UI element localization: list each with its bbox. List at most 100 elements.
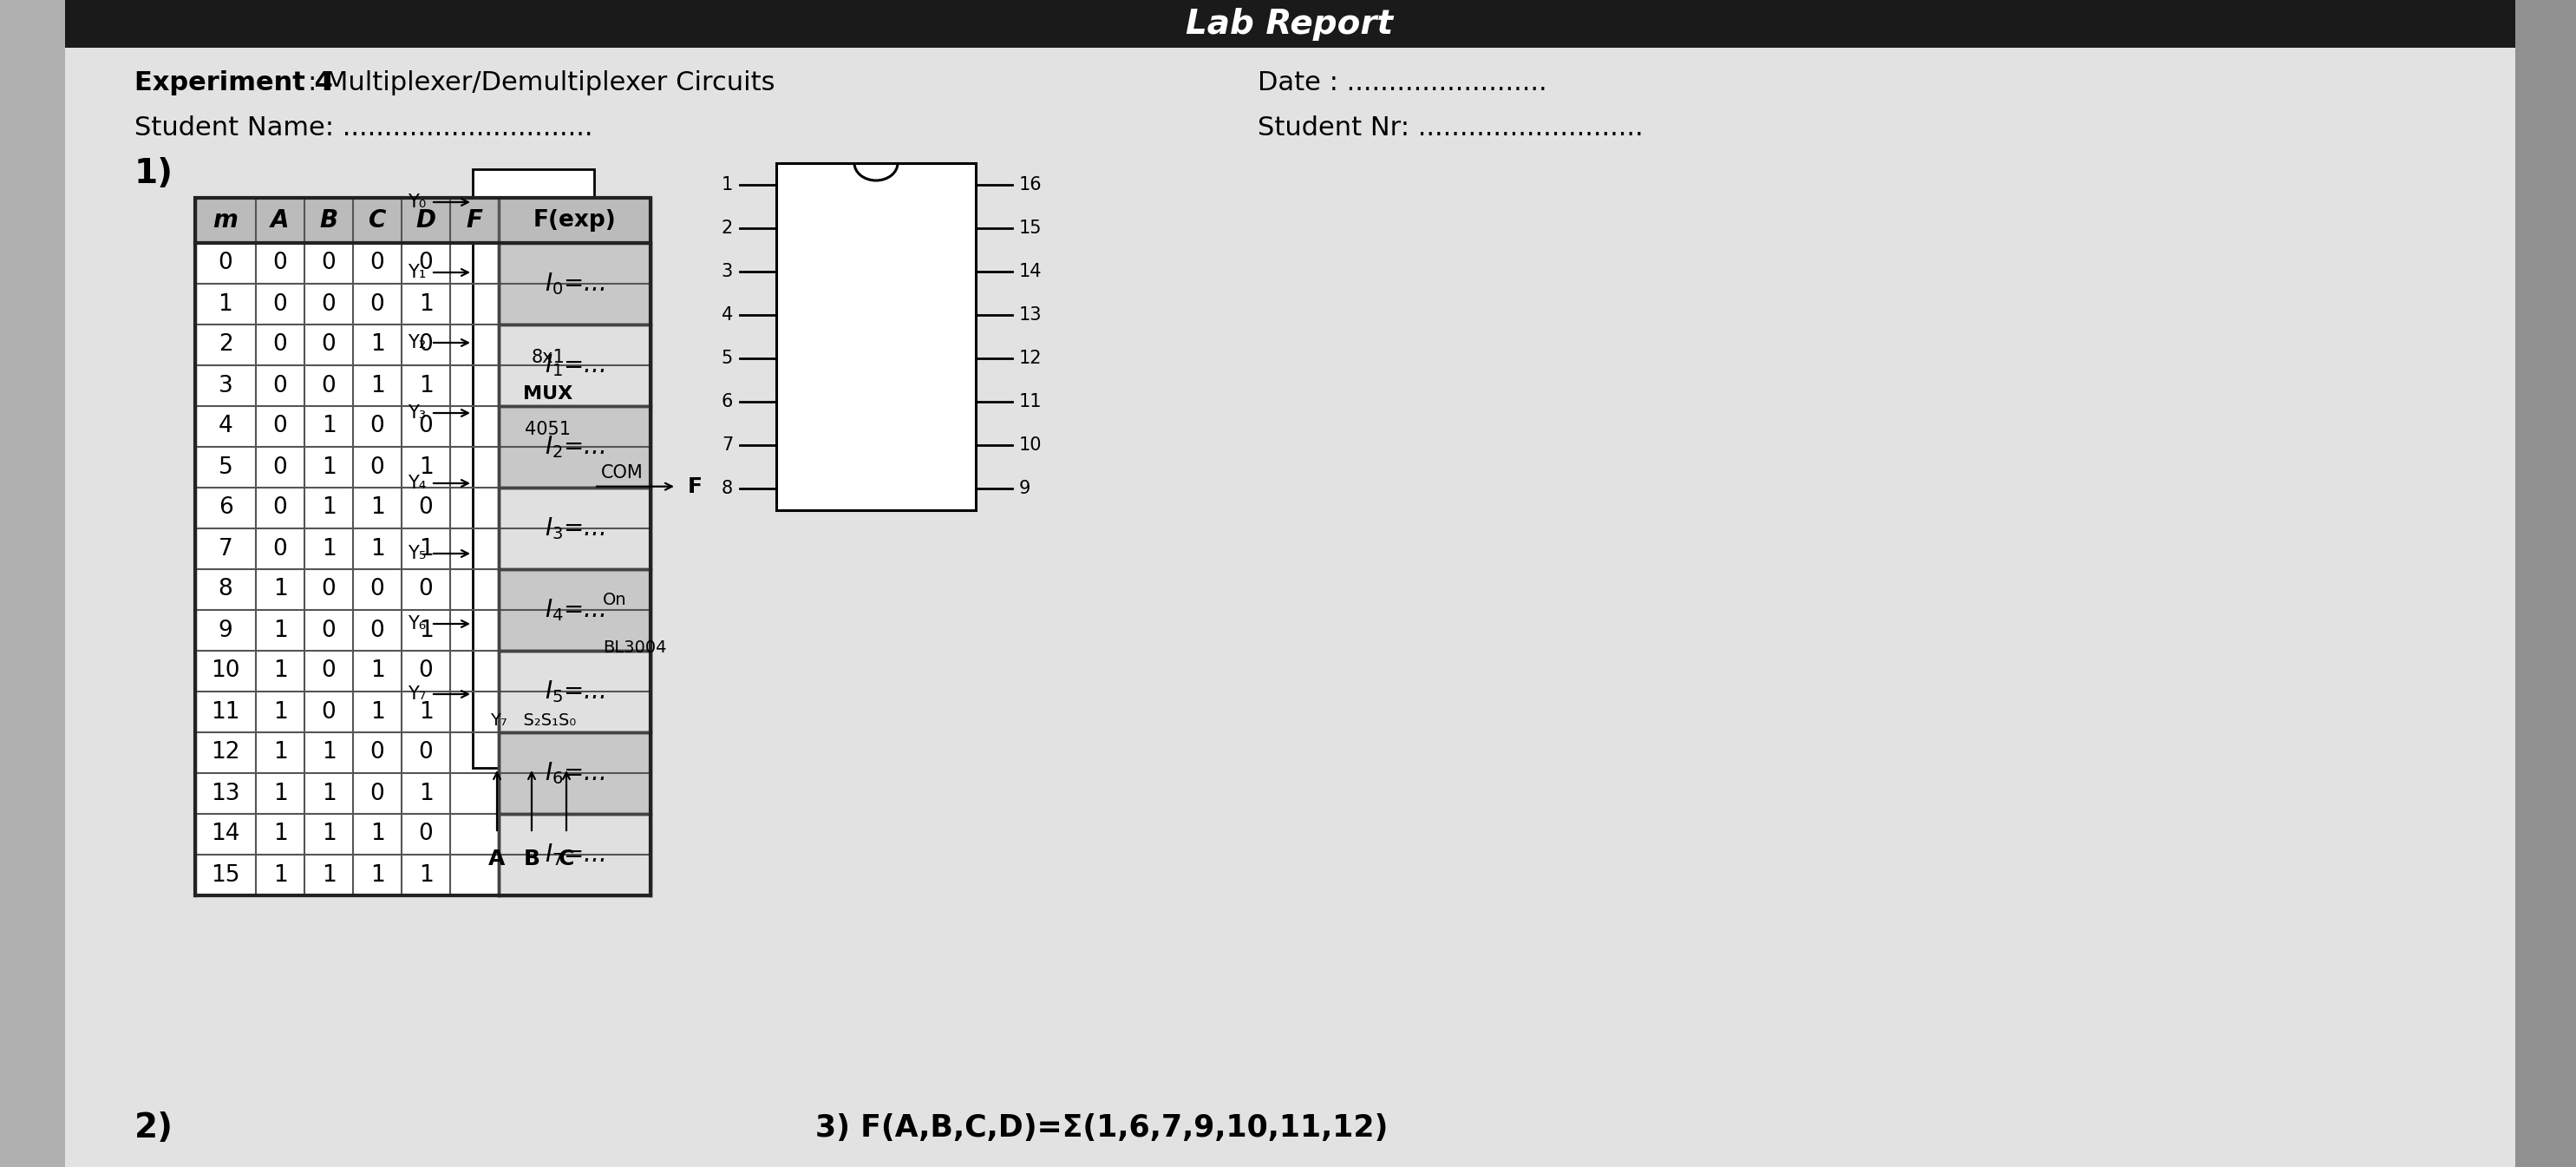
- Text: 3: 3: [219, 375, 232, 397]
- Text: 0: 0: [417, 741, 433, 764]
- Text: BL3004: BL3004: [603, 640, 667, 656]
- Text: 1: 1: [219, 293, 232, 315]
- Text: 0: 0: [371, 782, 384, 805]
- Text: 1: 1: [371, 538, 384, 560]
- Text: COM: COM: [600, 464, 644, 481]
- Text: 0: 0: [371, 741, 384, 764]
- Bar: [500, 406, 652, 488]
- Text: 1: 1: [273, 700, 289, 724]
- Text: 1: 1: [371, 659, 384, 683]
- Text: 1: 1: [273, 782, 289, 805]
- Text: Y₅: Y₅: [407, 545, 425, 562]
- Bar: [500, 365, 652, 406]
- Bar: [500, 733, 652, 773]
- Text: 8: 8: [219, 579, 232, 601]
- Text: 1: 1: [417, 782, 433, 805]
- Text: $I_{4}$=...: $I_{4}$=...: [544, 598, 605, 623]
- Text: : Multiplexer/Demultiplexer Circuits: : Multiplexer/Demultiplexer Circuits: [309, 70, 775, 95]
- Text: 10: 10: [211, 659, 240, 683]
- Text: 1: 1: [417, 619, 433, 642]
- Text: 0: 0: [371, 456, 384, 478]
- Text: 0: 0: [417, 334, 433, 356]
- Text: 1: 1: [371, 375, 384, 397]
- Text: Experiment 4: Experiment 4: [134, 70, 332, 95]
- Text: Student Name: ..............................: Student Name: ..........................…: [134, 116, 592, 141]
- Text: 1: 1: [322, 415, 335, 438]
- Text: 1: 1: [273, 823, 289, 846]
- Text: 2: 2: [721, 219, 734, 237]
- Bar: [64, 0, 2514, 48]
- Text: 13: 13: [1020, 306, 1043, 323]
- Bar: [500, 243, 652, 324]
- Text: $I_{1}$=...: $I_{1}$=...: [544, 352, 605, 378]
- Text: 4: 4: [721, 306, 734, 323]
- Text: 15: 15: [211, 864, 240, 886]
- Text: 9: 9: [1020, 480, 1030, 497]
- Text: 1: 1: [721, 176, 734, 194]
- Bar: [196, 198, 652, 895]
- Text: $I_{2}$=...: $I_{2}$=...: [544, 434, 605, 460]
- Text: Y₇: Y₇: [407, 685, 425, 703]
- Bar: [500, 529, 652, 569]
- Text: 1: 1: [273, 741, 289, 764]
- Text: 0: 0: [417, 823, 433, 846]
- Bar: [500, 488, 652, 529]
- Text: 1: 1: [417, 456, 433, 478]
- Text: 11: 11: [211, 700, 240, 724]
- Text: Y₀: Y₀: [407, 194, 425, 211]
- Text: 1): 1): [134, 158, 173, 190]
- Text: 8: 8: [721, 480, 734, 497]
- Text: 0: 0: [219, 252, 232, 274]
- Text: 1: 1: [371, 497, 384, 519]
- Text: 0: 0: [371, 619, 384, 642]
- Bar: [500, 447, 652, 488]
- Text: $I_{0}$=...: $I_{0}$=...: [544, 271, 605, 296]
- Text: 16: 16: [1020, 176, 1043, 194]
- Text: 1: 1: [371, 334, 384, 356]
- Text: C: C: [368, 208, 386, 232]
- Text: 0: 0: [322, 700, 335, 724]
- Text: 1: 1: [273, 579, 289, 601]
- Text: 12: 12: [1020, 350, 1043, 366]
- Bar: [500, 324, 652, 406]
- Bar: [500, 243, 652, 284]
- Text: 8x1: 8x1: [531, 349, 564, 366]
- Bar: [500, 324, 652, 365]
- Text: 3: 3: [721, 263, 734, 280]
- Text: F(exp): F(exp): [533, 209, 616, 232]
- Text: 0: 0: [371, 415, 384, 438]
- Text: Y₃: Y₃: [407, 404, 425, 421]
- Text: 1: 1: [417, 538, 433, 560]
- Text: 0: 0: [273, 456, 289, 478]
- Text: 1: 1: [417, 700, 433, 724]
- Bar: [474, 169, 595, 768]
- Text: 1: 1: [322, 782, 335, 805]
- Text: $I_{3}$=...: $I_{3}$=...: [544, 516, 605, 541]
- Text: 1: 1: [371, 823, 384, 846]
- Bar: [775, 163, 976, 510]
- Text: 14: 14: [1020, 263, 1043, 280]
- Text: 0: 0: [322, 619, 335, 642]
- Text: 12: 12: [211, 741, 240, 764]
- Bar: [500, 610, 652, 651]
- Bar: [500, 813, 652, 895]
- Text: 6: 6: [721, 393, 734, 411]
- Bar: [500, 284, 652, 324]
- Text: 3) F(A,B,C,D)=Σ(1,6,7,9,10,11,12): 3) F(A,B,C,D)=Σ(1,6,7,9,10,11,12): [814, 1113, 1388, 1142]
- Text: $I_{5}$=...: $I_{5}$=...: [544, 678, 605, 705]
- Text: Date : ........................: Date : ........................: [1257, 70, 1548, 95]
- Text: 5: 5: [219, 456, 232, 478]
- Text: 7: 7: [219, 538, 232, 560]
- Text: 1: 1: [273, 619, 289, 642]
- Text: F: F: [688, 476, 703, 497]
- Text: 0: 0: [417, 415, 433, 438]
- Text: 0: 0: [322, 252, 335, 274]
- Text: 15: 15: [1020, 219, 1043, 237]
- Text: 0: 0: [417, 579, 433, 601]
- Text: 1: 1: [371, 700, 384, 724]
- Text: 1: 1: [322, 497, 335, 519]
- Text: 13: 13: [211, 782, 240, 805]
- Bar: [500, 733, 652, 813]
- Text: 0: 0: [322, 293, 335, 315]
- Bar: [500, 692, 652, 733]
